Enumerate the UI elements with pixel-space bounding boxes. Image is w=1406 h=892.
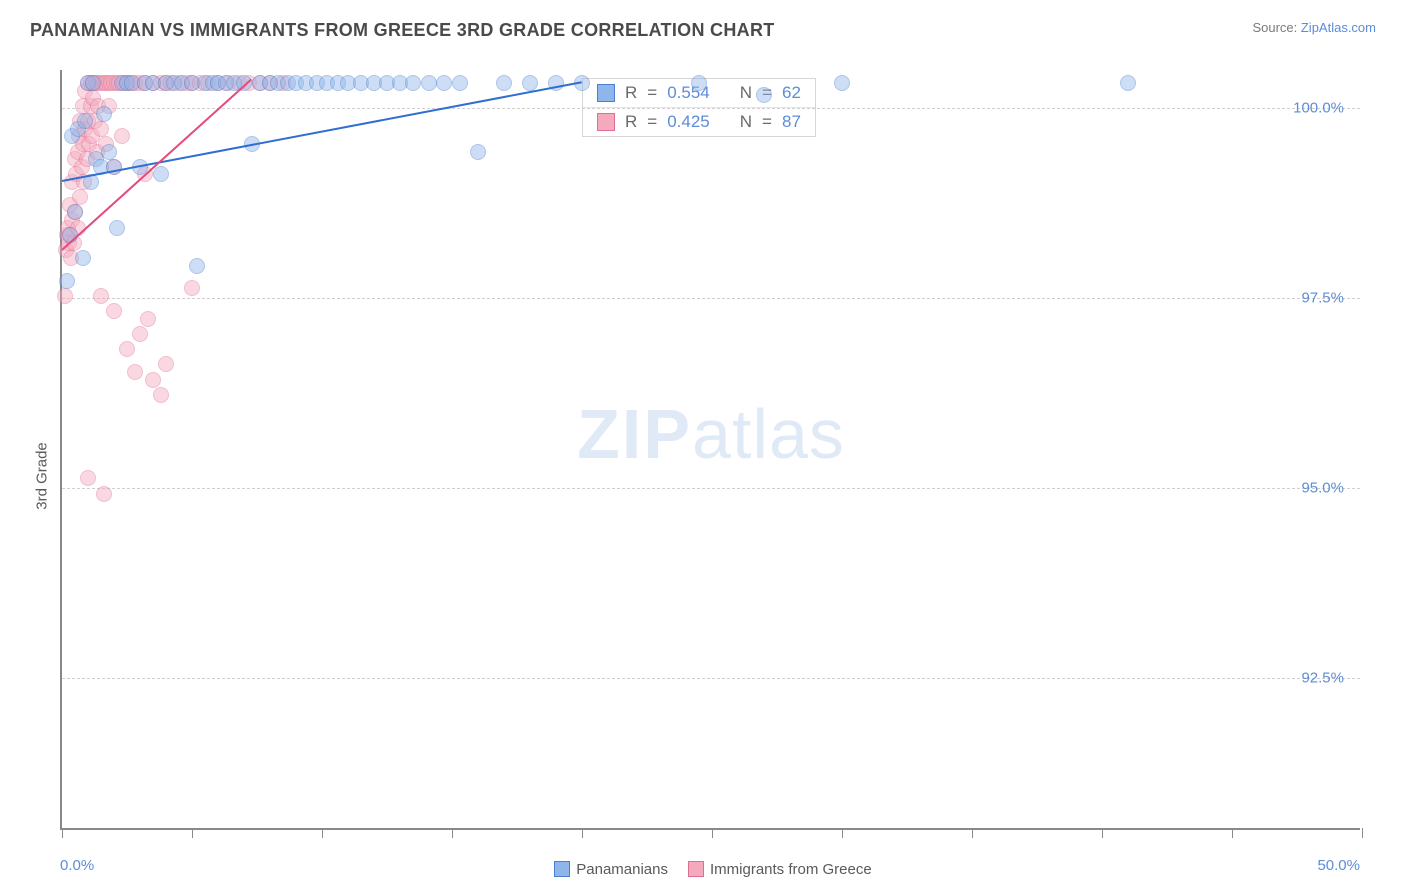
data-point xyxy=(75,250,91,266)
data-point xyxy=(96,106,112,122)
y-tick-label: 95.0% xyxy=(1301,480,1354,497)
x-tick xyxy=(842,828,843,838)
equals-sign: = xyxy=(762,112,772,132)
x-tick xyxy=(62,828,63,838)
data-point xyxy=(436,75,452,91)
y-axis-label: 3rd Grade xyxy=(33,442,50,510)
data-point xyxy=(93,121,109,137)
r-label: R xyxy=(625,112,637,132)
y-tick-label: 100.0% xyxy=(1293,100,1354,117)
data-point xyxy=(756,87,772,103)
gridline xyxy=(62,298,1360,299)
legend-label: Panamanians xyxy=(576,861,668,878)
source-attribution: Source: ZipAtlas.com xyxy=(1252,20,1376,35)
stats-row: R = 0.425 N = 87 xyxy=(583,108,815,136)
data-point xyxy=(496,75,512,91)
data-point xyxy=(85,75,101,91)
r-label: R xyxy=(625,83,637,103)
legend-swatch xyxy=(688,861,704,877)
header: PANAMANIAN VS IMMIGRANTS FROM GREECE 3RD… xyxy=(0,0,1406,51)
data-point xyxy=(452,75,468,91)
data-point xyxy=(145,372,161,388)
series-swatch xyxy=(597,84,615,102)
equals-sign: = xyxy=(647,112,657,132)
watermark-zip: ZIP xyxy=(577,395,692,473)
r-value: 0.425 xyxy=(667,112,710,132)
data-point xyxy=(77,113,93,129)
data-point xyxy=(405,75,421,91)
y-tick-label: 92.5% xyxy=(1301,670,1354,687)
trend-line xyxy=(62,81,582,182)
data-point xyxy=(119,341,135,357)
data-point xyxy=(691,75,707,91)
data-point xyxy=(93,288,109,304)
data-point xyxy=(140,311,156,327)
data-point xyxy=(80,470,96,486)
legend-label: Immigrants from Greece xyxy=(710,861,872,878)
data-point xyxy=(72,189,88,205)
data-point xyxy=(1120,75,1136,91)
data-point xyxy=(421,75,437,91)
x-tick xyxy=(322,828,323,838)
gridline xyxy=(62,678,1360,679)
data-point xyxy=(470,144,486,160)
data-point xyxy=(132,326,148,342)
data-point xyxy=(158,356,174,372)
x-tick xyxy=(452,828,453,838)
x-tick xyxy=(712,828,713,838)
gridline xyxy=(62,108,1360,109)
data-point xyxy=(106,303,122,319)
n-value: 62 xyxy=(782,83,801,103)
data-point xyxy=(153,387,169,403)
x-tick xyxy=(972,828,973,838)
data-point xyxy=(59,273,75,289)
x-tick xyxy=(582,828,583,838)
n-value: 87 xyxy=(782,112,801,132)
source-link[interactable]: ZipAtlas.com xyxy=(1301,20,1376,35)
data-point xyxy=(127,364,143,380)
data-point xyxy=(184,280,200,296)
data-point xyxy=(109,220,125,236)
chart-area: 3rd Grade ZIPatlas R=0.554N=62R=0.425N=8… xyxy=(0,60,1406,892)
equals-sign: = xyxy=(647,83,657,103)
x-tick xyxy=(1232,828,1233,838)
data-point xyxy=(834,75,850,91)
n-label: N xyxy=(740,83,752,103)
watermark-atlas: atlas xyxy=(692,395,845,473)
data-point xyxy=(153,166,169,182)
n-label: N xyxy=(740,112,752,132)
y-tick-label: 97.5% xyxy=(1301,290,1354,307)
x-tick xyxy=(1362,828,1363,838)
data-point xyxy=(57,288,73,304)
data-point xyxy=(522,75,538,91)
chart-title: PANAMANIAN VS IMMIGRANTS FROM GREECE 3RD… xyxy=(30,20,775,41)
series-swatch xyxy=(597,113,615,131)
data-point xyxy=(96,486,112,502)
data-point xyxy=(67,204,83,220)
legend: Panamanians Immigrants from Greece xyxy=(0,861,1406,878)
legend-swatch xyxy=(554,861,570,877)
gridline xyxy=(62,488,1360,489)
plot-region: ZIPatlas R=0.554N=62R=0.425N=87 92.5%95.… xyxy=(60,70,1360,830)
x-tick xyxy=(1102,828,1103,838)
watermark: ZIPatlas xyxy=(577,394,845,474)
data-point xyxy=(114,128,130,144)
x-tick xyxy=(192,828,193,838)
source-prefix: Source: xyxy=(1252,20,1300,35)
data-point xyxy=(101,144,117,160)
data-point xyxy=(189,258,205,274)
